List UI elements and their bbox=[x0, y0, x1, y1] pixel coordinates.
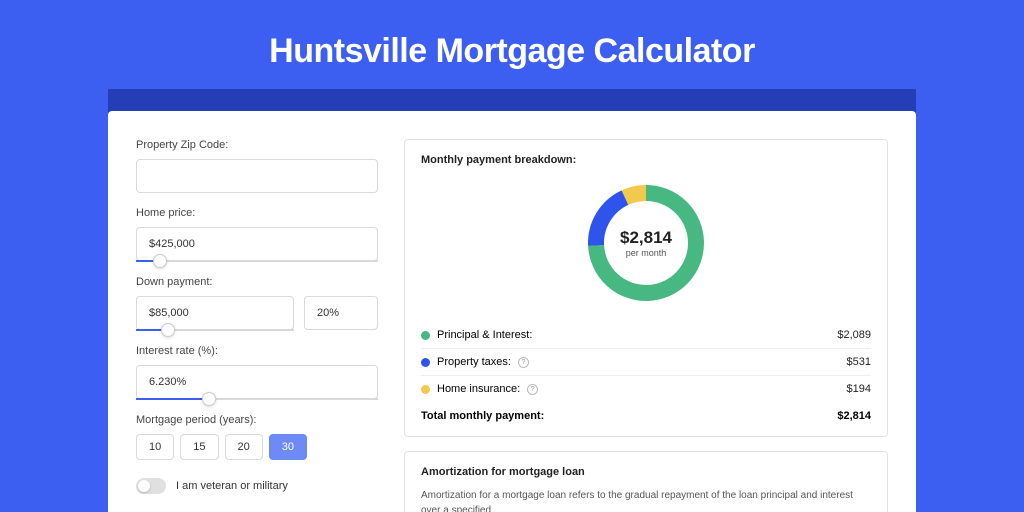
down-payment-label: Down payment: bbox=[136, 276, 378, 288]
home-price-field-group: Home price: bbox=[136, 207, 378, 262]
legend-label: Home insurance: bbox=[437, 383, 520, 395]
veteran-toggle-knob bbox=[138, 480, 150, 492]
legend-row: Property taxes:? $531 bbox=[421, 349, 871, 376]
home-price-slider[interactable] bbox=[136, 260, 378, 262]
legend-swatch bbox=[421, 331, 430, 340]
down-payment-input[interactable] bbox=[136, 296, 294, 330]
page-title: Huntsville Mortgage Calculator bbox=[0, 0, 1024, 89]
info-icon[interactable]: ? bbox=[518, 357, 529, 368]
home-price-label: Home price: bbox=[136, 207, 378, 219]
interest-rate-label: Interest rate (%): bbox=[136, 345, 378, 357]
interest-rate-field-group: Interest rate (%): bbox=[136, 345, 378, 400]
info-icon[interactable]: ? bbox=[527, 384, 538, 395]
zip-input[interactable] bbox=[136, 159, 378, 193]
period-button-30[interactable]: 30 bbox=[269, 434, 307, 460]
amortization-text: Amortization for a mortgage loan refers … bbox=[421, 488, 871, 512]
total-label: Total monthly payment: bbox=[421, 410, 544, 422]
down-payment-field-group: Down payment: bbox=[136, 276, 378, 331]
donut-chart: $2,814 per month bbox=[581, 178, 711, 308]
legend-label: Principal & Interest: bbox=[437, 329, 532, 341]
period-options: 1015 2030 bbox=[136, 434, 378, 460]
donut-center-sub: per month bbox=[626, 248, 667, 258]
total-value: $2,814 bbox=[837, 410, 871, 422]
period-button-10[interactable]: 10 bbox=[136, 434, 174, 460]
down-payment-slider-thumb[interactable] bbox=[161, 323, 175, 337]
legend-swatch bbox=[421, 358, 430, 367]
legend-value: $2,089 bbox=[837, 329, 871, 341]
form-column: Property Zip Code: Home price: Down paym… bbox=[136, 139, 378, 512]
interest-rate-slider[interactable] bbox=[136, 398, 378, 400]
donut-center-amount: $2,814 bbox=[620, 228, 672, 248]
total-row: Total monthly payment: $2,814 bbox=[421, 402, 871, 422]
amortization-panel: Amortization for mortgage loan Amortizat… bbox=[404, 451, 888, 512]
breakdown-column: Monthly payment breakdown: $2,814 per mo… bbox=[404, 139, 888, 512]
legend-row: Home insurance:? $194 bbox=[421, 376, 871, 402]
zip-label: Property Zip Code: bbox=[136, 139, 378, 151]
veteran-toggle[interactable] bbox=[136, 478, 166, 494]
breakdown-title: Monthly payment breakdown: bbox=[421, 154, 871, 166]
legend-value: $531 bbox=[847, 356, 871, 368]
legend-value: $194 bbox=[847, 383, 871, 395]
amortization-title: Amortization for mortgage loan bbox=[421, 466, 871, 478]
legend-swatch bbox=[421, 385, 430, 394]
breakdown-panel: Monthly payment breakdown: $2,814 per mo… bbox=[404, 139, 888, 437]
legend-label: Property taxes: bbox=[437, 356, 511, 368]
period-button-20[interactable]: 20 bbox=[225, 434, 263, 460]
interest-rate-slider-thumb[interactable] bbox=[202, 392, 216, 406]
legend-row: Principal & Interest: $2,089 bbox=[421, 322, 871, 349]
down-payment-slider[interactable] bbox=[136, 329, 294, 331]
period-button-15[interactable]: 15 bbox=[180, 434, 218, 460]
home-price-slider-thumb[interactable] bbox=[153, 254, 167, 268]
veteran-label: I am veteran or military bbox=[176, 480, 288, 492]
zip-field-group: Property Zip Code: bbox=[136, 139, 378, 193]
period-field-group: Mortgage period (years): 1015 2030 bbox=[136, 414, 378, 460]
interest-rate-slider-fill bbox=[136, 398, 209, 400]
veteran-row: I am veteran or military bbox=[136, 478, 378, 494]
home-price-input[interactable] bbox=[136, 227, 378, 261]
calculator-card: Property Zip Code: Home price: Down paym… bbox=[108, 111, 916, 512]
donut-center: $2,814 per month bbox=[581, 178, 711, 308]
period-label: Mortgage period (years): bbox=[136, 414, 378, 426]
interest-rate-input[interactable] bbox=[136, 365, 378, 399]
down-payment-pct-input[interactable] bbox=[304, 296, 378, 330]
legend: Principal & Interest: $2,089 Property taxe… bbox=[421, 322, 871, 402]
